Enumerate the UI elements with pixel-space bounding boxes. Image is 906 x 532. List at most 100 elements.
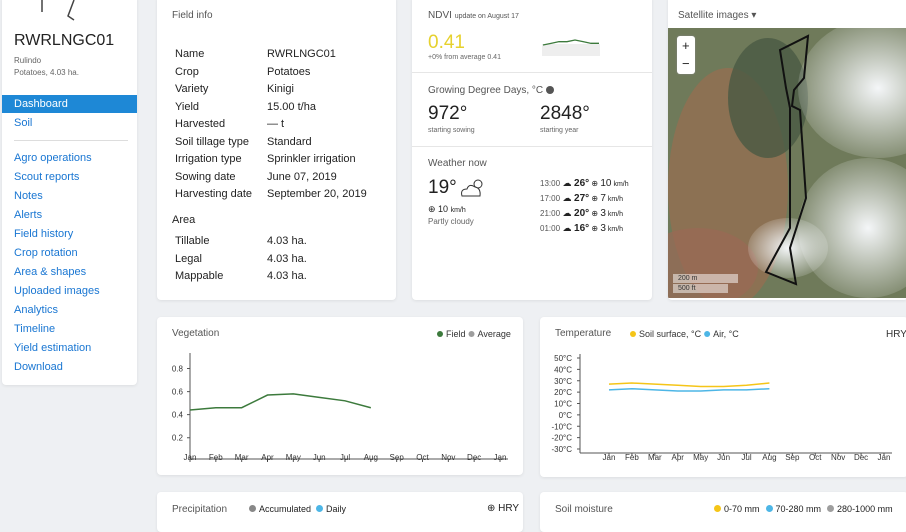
sparkline (542, 39, 599, 46)
legend-label: Air, °C (713, 329, 739, 339)
x-tick-label: Sep (785, 453, 800, 462)
forecast-temp: 27° (574, 193, 590, 204)
ndvi-update: update on August 17 (454, 13, 519, 20)
temperature-card: Temperature HRY -30°C -20°C -10°C 0°C 10°C 20°C… (540, 317, 906, 477)
menu-item[interactable]: Soil (14, 117, 33, 129)
forecast-wind: 7 (600, 193, 606, 204)
wind-value: 10 (438, 204, 449, 214)
y-tick-label: 0.4 (172, 411, 184, 420)
weather-title: Weather now (428, 158, 487, 169)
menu-item[interactable]: Crop rotation (14, 247, 78, 259)
weather-wind: ⊕ 10 km/h (428, 204, 466, 214)
y-tick-label: 10°C (554, 400, 572, 409)
forecast-icon: ☁ (560, 208, 575, 218)
forecast-unit: km/h (607, 226, 624, 233)
forecast-icon: ☁ (560, 178, 575, 188)
legend-dot (468, 331, 475, 337)
vegetation-chart: Vegetation 0.2 0.4 0.6 0.8 Jan Feb Mar Apr May Jun… (172, 328, 511, 462)
x-tick-label: Dec (467, 453, 481, 462)
forecast-temp: 26° (574, 178, 590, 189)
legend-label: Accumulated (259, 504, 312, 514)
y-tick-label: 20°C (554, 388, 572, 397)
x-tick-label: Mar (648, 453, 662, 462)
field-info-card: Field info Name RWRLNGC01 Crop Potatoes Vari… (157, 0, 396, 300)
soil-title: Soil moisture (555, 504, 613, 515)
satellite-map (668, 28, 906, 298)
forecast-wind-icon: ⊕ (589, 209, 601, 218)
series-line (608, 387, 770, 392)
series-line (608, 382, 770, 388)
legend-dot (437, 331, 443, 337)
divider (412, 72, 652, 73)
menu-item[interactable]: Uploaded images (14, 285, 100, 297)
forecast-temp: 20° (574, 208, 590, 219)
info-label: Sowing date (175, 170, 236, 183)
menu-item[interactable]: Alerts (14, 209, 43, 221)
x-tick-label: Apr (672, 453, 685, 462)
info-label: Harvesting date (175, 188, 253, 200)
satellite-label[interactable]: Satellite images (678, 10, 749, 21)
info-value: June 07, 2019 (267, 170, 337, 183)
precip-badge[interactable]: ⊕ HRY (487, 503, 520, 514)
weather-condition: Partly cloudy (428, 217, 474, 226)
soil-moisture-card: Soil moisture 0-70 mm 70-280 mm 280-1000 m… (540, 492, 906, 532)
field-name: RWRLNGC01 (14, 32, 115, 49)
menu-item[interactable]: Timeline (14, 323, 56, 335)
forecast-time: 17:00 (540, 194, 561, 203)
menu-item[interactable]: Agro operations (14, 152, 92, 164)
scale-m: 200 m (678, 275, 698, 282)
forecast-time: 21:00 (540, 209, 561, 218)
badge-label[interactable]: HRY (498, 503, 520, 514)
field-thumb (41, 0, 75, 21)
soil-legend: 0-70 mm 70-280 mm 280-1000 mm (708, 504, 893, 514)
forecast-wind-icon: ⊕ (589, 179, 601, 188)
zoom-out[interactable]: − (682, 56, 690, 71)
weather-temp: 19° (428, 177, 457, 198)
vegetation-card: Vegetation 0.2 0.4 0.6 0.8 Jan Feb Mar Apr May Jun… (157, 317, 523, 475)
y-tick-label: 0.2 (172, 434, 184, 443)
satellite-title[interactable]: Satellite images ▾ (678, 10, 757, 21)
x-tick-label: Jul (340, 453, 350, 462)
forecast-wind: 3 (600, 223, 606, 234)
info-icon[interactable] (545, 86, 554, 94)
forecast-unit: km/h (613, 181, 629, 188)
legend-label: Daily (326, 504, 347, 514)
forecast-icon: ☁ (560, 193, 575, 203)
menu-item[interactable]: Yield estimation (14, 342, 92, 354)
x-tick-label: Jan (494, 453, 507, 462)
precipitation-card: Precipitation Accumulated Daily ⊕ HRY (157, 492, 523, 532)
ndvi-label: NDVI (428, 10, 452, 21)
y-tick-label: 0.6 (172, 388, 184, 397)
legend-dot (827, 505, 835, 512)
x-tick-label: Jun (313, 453, 326, 462)
y-tick-label: 40°C (554, 365, 572, 374)
menu-item[interactable]: Analytics (14, 304, 59, 316)
x-tick-label: Oct (416, 453, 429, 462)
legend-label: Average (478, 329, 511, 339)
x-tick-label: Jan (603, 453, 616, 462)
series-line (189, 393, 372, 411)
menu-item[interactable]: Area & shapes (14, 266, 87, 278)
weather-icon (461, 179, 483, 197)
gdd-label: Growing Degree Days, °C (428, 85, 544, 96)
divider (14, 140, 128, 141)
menu-item[interactable]: Notes (14, 190, 43, 202)
legend-dot (765, 505, 773, 512)
x-tick-label: Feb (625, 453, 639, 462)
menu-item[interactable]: Dashboard (2, 95, 137, 113)
menu-item[interactable]: Download (14, 361, 63, 373)
info-value: Potatoes (267, 65, 311, 78)
x-tick-label: Nov (831, 453, 845, 462)
legend-label: 0-70 mm (724, 504, 760, 514)
info-value: Standard (267, 135, 312, 148)
y-tick-label: 50°C (554, 354, 572, 363)
precip-title: Precipitation (172, 504, 228, 515)
badge: HRY (886, 329, 906, 340)
zoom-in[interactable]: + (682, 38, 690, 53)
menu-item[interactable]: Field history (14, 228, 74, 240)
menu-item[interactable]: Scout reports (14, 171, 80, 183)
y-tick-label: -20°C (551, 434, 572, 443)
x-tick-label: Jul (741, 453, 751, 462)
info-value: 4.03 ha. (267, 252, 307, 265)
forecast-icon: ☁ (560, 223, 575, 233)
